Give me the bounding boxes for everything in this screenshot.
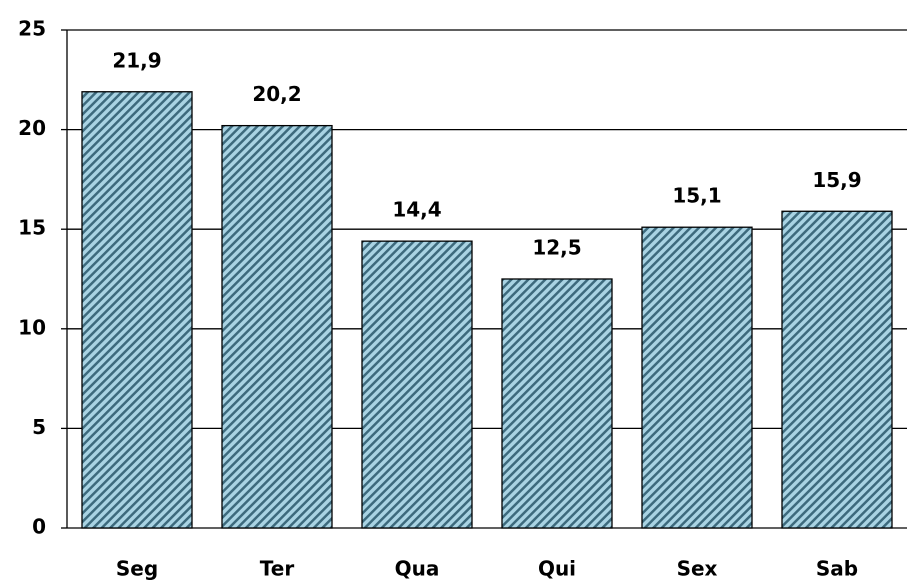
y-tick-label: 15 [18, 216, 46, 240]
data-label: 15,1 [672, 184, 721, 208]
bar [361, 240, 473, 529]
bar [81, 91, 193, 529]
data-label: 12,5 [532, 236, 581, 260]
label-background [243, 81, 311, 110]
label-background [803, 167, 871, 196]
label-background [523, 235, 591, 263]
data-label: 20,2 [252, 82, 301, 106]
x-tick-label: Qua [395, 557, 440, 581]
x-tick-label: Sex [677, 557, 718, 581]
y-tick-label: 5 [32, 415, 46, 439]
label-background [663, 183, 731, 212]
y-tick-label: 25 [18, 17, 46, 41]
bar [641, 226, 753, 529]
label-background [103, 47, 171, 76]
y-tick-label: 10 [18, 315, 46, 339]
bar [221, 124, 333, 529]
data-label: 14,4 [392, 198, 441, 222]
x-tick-label: Ter [260, 557, 295, 581]
x-tick-label: Seg [116, 557, 158, 581]
data-label: 21,9 [112, 48, 161, 72]
x-tick-label: Sab [816, 557, 858, 581]
y-tick-label: 20 [18, 116, 46, 140]
y-tick-label: 0 [32, 515, 46, 539]
bar [781, 210, 893, 529]
bar [501, 278, 613, 529]
label-background [383, 197, 451, 226]
x-tick-label: Qui [538, 557, 576, 581]
data-label: 15,9 [812, 168, 861, 192]
